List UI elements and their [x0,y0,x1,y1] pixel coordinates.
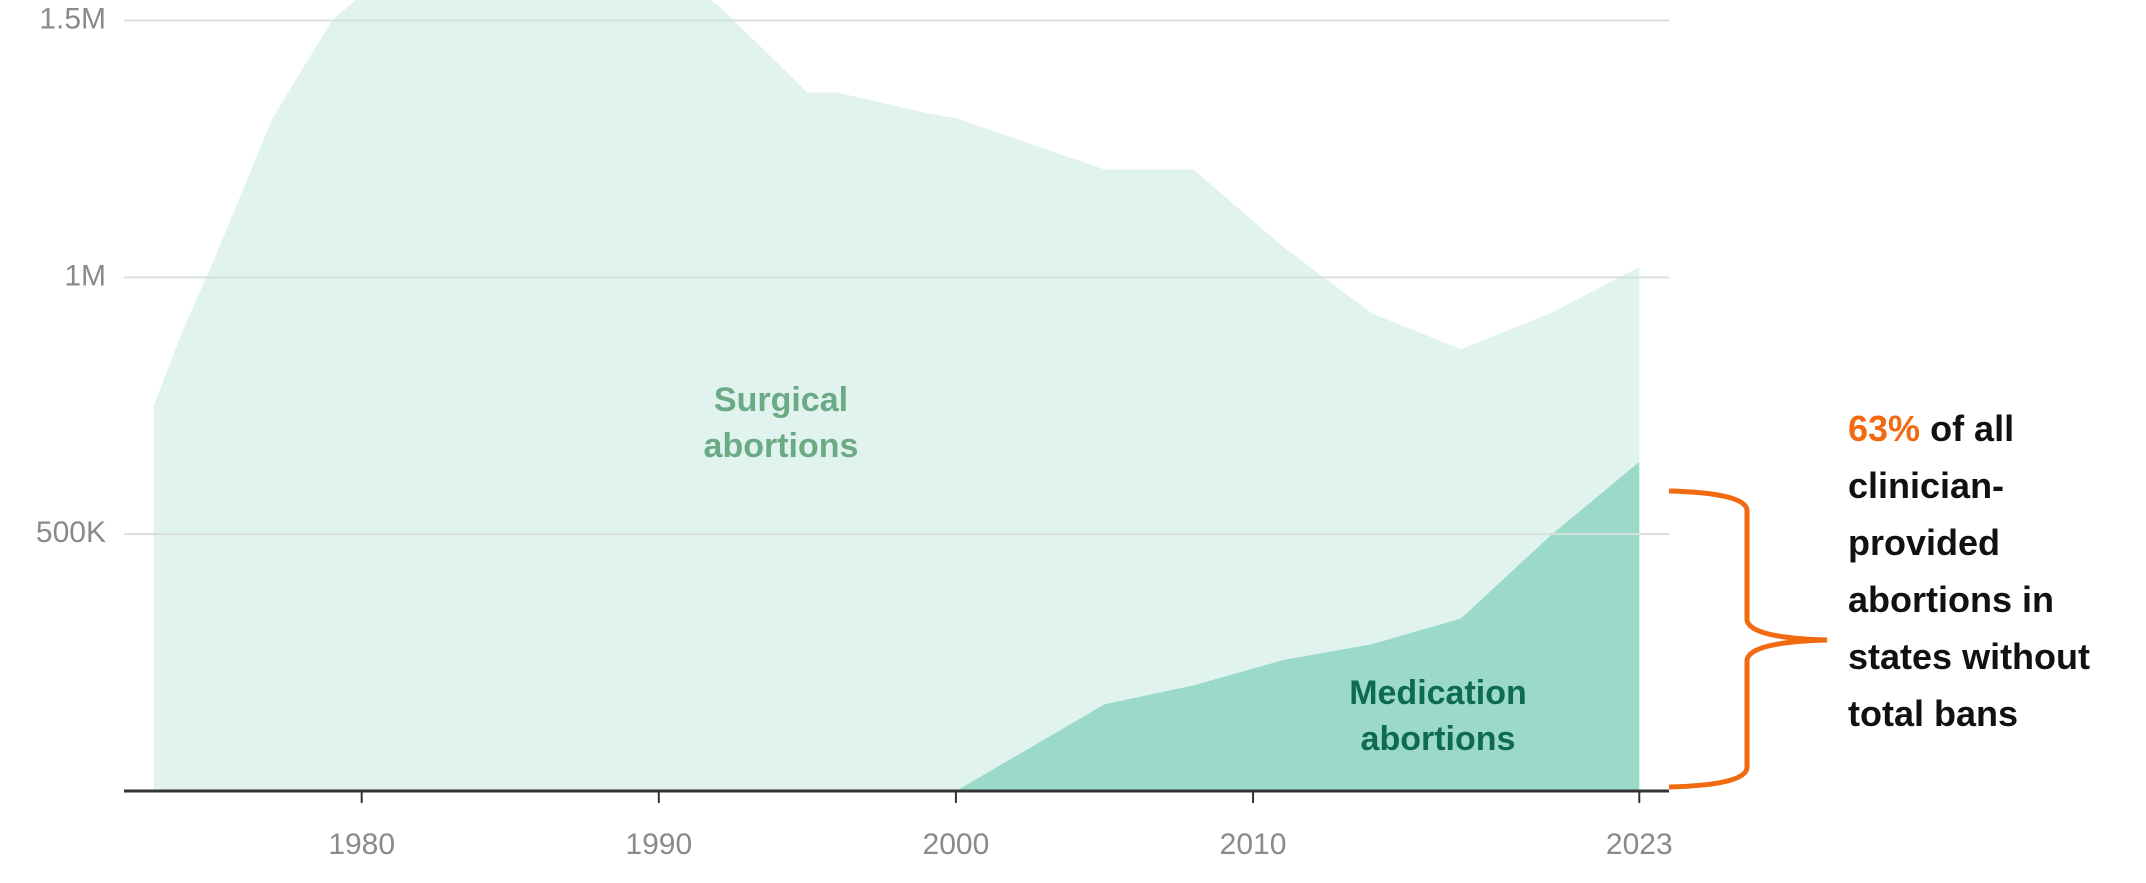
annotation-highlight: 63% [1848,408,1921,449]
x-tick-label: 2000 [923,828,990,861]
brace [1668,488,1828,790]
annotation: 63% of all clinician-provided abortions … [1848,400,2143,742]
series-label: Medication abortions [1349,674,1527,758]
x-tick-label: 1990 [625,828,692,861]
y-tick-label: 500K [36,516,106,549]
y-tick-label: 1.5M [39,2,106,35]
plot-area [153,0,1640,791]
y-tick-label: 1M [64,259,106,292]
x-tick-label: 2010 [1220,828,1287,861]
series-label: Surgical abortions [703,381,859,465]
annotation-text: of all clinician-provided abortions in s… [1848,408,2091,734]
x-tick-label: 2023 [1606,828,1673,861]
area [153,461,1640,791]
x-tick-label: 1980 [328,828,395,861]
area [153,0,1640,791]
